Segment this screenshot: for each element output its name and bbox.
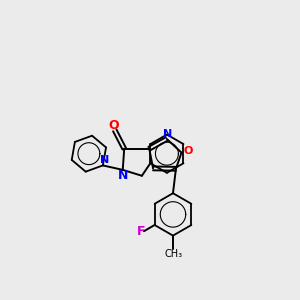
Text: CH₃: CH₃ bbox=[165, 249, 183, 259]
Text: O: O bbox=[108, 119, 119, 133]
Text: N: N bbox=[118, 169, 128, 182]
Text: N: N bbox=[100, 155, 109, 165]
Text: N: N bbox=[163, 129, 172, 139]
Text: O: O bbox=[183, 146, 193, 156]
Text: F: F bbox=[137, 225, 146, 238]
